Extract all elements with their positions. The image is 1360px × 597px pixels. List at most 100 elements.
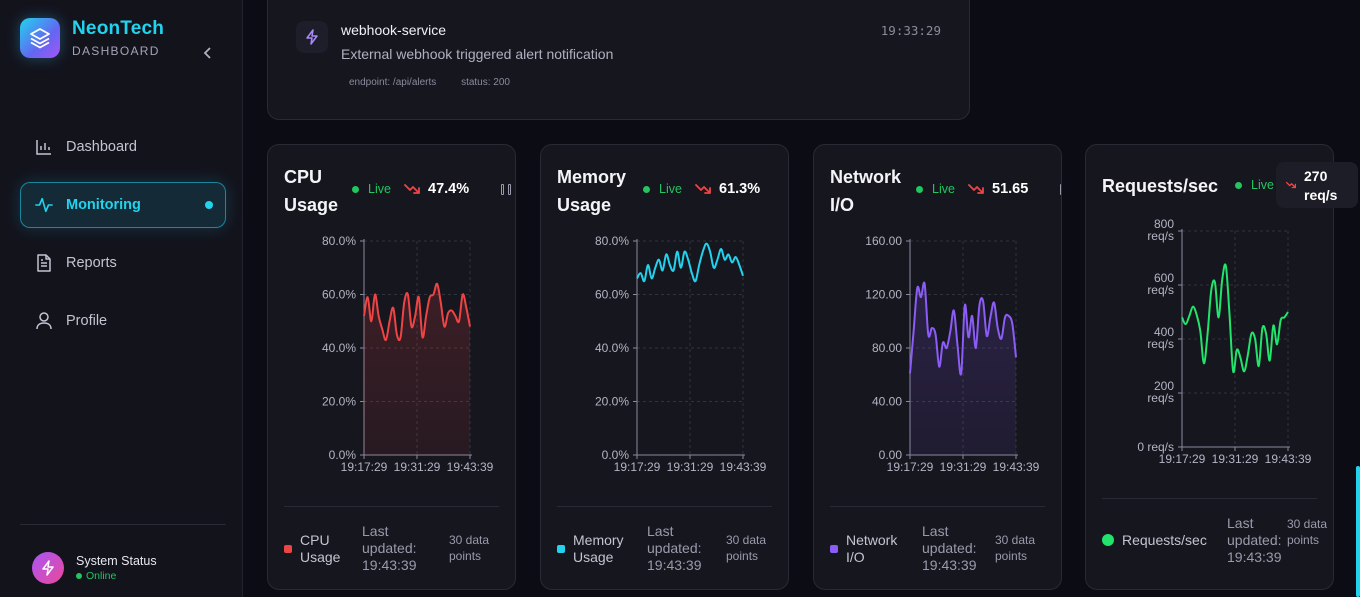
y-tick-label: 80.00 bbox=[872, 341, 902, 355]
alert-meta: endpoint: /api/alerts status: 200 bbox=[349, 77, 532, 88]
x-tick-label: 19:17:29 bbox=[1159, 452, 1206, 466]
alert-card[interactable]: webhook-service External webhook trigger… bbox=[267, 0, 970, 120]
y-tick-label: 120.00 bbox=[865, 288, 902, 302]
card-title: Requests/sec bbox=[1102, 176, 1219, 196]
live-label: Live bbox=[368, 182, 391, 196]
status-title: System Status bbox=[76, 554, 157, 568]
last-updated: Last updated: 19:43:39 bbox=[1227, 515, 1282, 565]
metric-value: 270 req/s bbox=[1304, 168, 1338, 203]
sidebar-divider bbox=[20, 524, 226, 525]
trend-badge: 270 req/s bbox=[1276, 162, 1358, 208]
card-divider bbox=[284, 506, 499, 507]
live-label: Live bbox=[1251, 178, 1274, 192]
status-state: Online bbox=[86, 570, 117, 582]
y-tick-label: req/s bbox=[1147, 229, 1174, 243]
scrollbar[interactable] bbox=[1356, 466, 1360, 597]
y-tick-label: 0.0% bbox=[329, 448, 357, 462]
y-tick-label: 40.00 bbox=[872, 395, 902, 409]
bar-chart-icon bbox=[35, 138, 53, 156]
data-points-count: 30 data points bbox=[726, 533, 767, 563]
metric-card-network: Network I/O Live 51.65 0.00 40.00 80.00 120… bbox=[813, 144, 1062, 590]
trend-down-icon bbox=[695, 184, 711, 194]
cpu-chart: 0.0% 20.0% 40.0% 60.0% 80.0% 19:17:29 19:31:29… bbox=[322, 234, 494, 474]
sidebar: NeonTech DASHBOARD Dashboard Monitoring bbox=[0, 0, 243, 597]
x-tick-label: 19:31:29 bbox=[667, 460, 714, 474]
sidebar-item-label: Dashboard bbox=[66, 139, 137, 155]
chart-legend: Memory Usage bbox=[557, 532, 633, 566]
y-tick-label: 600 bbox=[1154, 271, 1174, 285]
pause-icon[interactable] bbox=[1060, 184, 1061, 196]
sidebar-item-monitoring[interactable]: Monitoring bbox=[20, 182, 226, 228]
y-tick-label: 60.0% bbox=[322, 288, 356, 302]
card-divider bbox=[557, 506, 772, 507]
x-tick-label: 19:43:39 bbox=[447, 460, 494, 474]
sidebar-item-label: Profile bbox=[66, 313, 108, 329]
legend-label: Network I/O bbox=[846, 532, 898, 565]
trend-value: 51.65 bbox=[968, 181, 1028, 197]
x-tick-label: 19:31:29 bbox=[940, 460, 987, 474]
live-label: Live bbox=[932, 182, 955, 196]
brand-subtitle: DASHBOARD bbox=[72, 44, 160, 58]
alert-status: status: 200 bbox=[461, 77, 510, 88]
y-tick-label: 80.0% bbox=[322, 234, 356, 248]
y-tick-label: 20.0% bbox=[595, 395, 629, 409]
sidebar-item-reports[interactable]: Reports bbox=[20, 240, 226, 286]
x-tick-label: 19:43:39 bbox=[993, 460, 1040, 474]
lightning-icon bbox=[32, 552, 64, 584]
chart-legend: Requests/sec bbox=[1102, 532, 1207, 548]
y-tick-label: 200 bbox=[1154, 379, 1174, 393]
pause-icon[interactable] bbox=[501, 184, 511, 196]
system-status[interactable]: System Status Online bbox=[32, 552, 157, 584]
sidebar-item-label: Monitoring bbox=[66, 197, 141, 213]
y-tick-label: 0 req/s bbox=[1137, 440, 1174, 454]
card-title: Network I/O bbox=[830, 167, 902, 215]
active-indicator bbox=[205, 201, 213, 209]
series-line bbox=[636, 242, 744, 283]
layers-icon bbox=[20, 18, 60, 58]
live-indicator: Live bbox=[1235, 178, 1274, 192]
x-tick-label: 19:31:29 bbox=[1212, 452, 1259, 466]
y-tick-label: 0.0% bbox=[602, 448, 630, 462]
legend-label: Memory Usage bbox=[573, 532, 624, 565]
user-icon bbox=[35, 312, 53, 330]
y-tick-label: 400 bbox=[1154, 325, 1174, 339]
activity-icon bbox=[35, 196, 53, 214]
legend-label: Requests/sec bbox=[1122, 532, 1207, 548]
x-tick-label: 19:17:29 bbox=[341, 460, 388, 474]
trend-down-icon bbox=[968, 184, 984, 194]
chevron-left-icon[interactable] bbox=[200, 44, 216, 62]
y-tick-label: 40.0% bbox=[322, 341, 356, 355]
brand-name: NeonTech bbox=[72, 18, 165, 39]
x-tick-label: 19:43:39 bbox=[720, 460, 767, 474]
sidebar-item-profile[interactable]: Profile bbox=[20, 298, 226, 344]
alert-endpoint: endpoint: /api/alerts bbox=[349, 77, 437, 88]
metric-card-memory: Memory Usage Live 61.3% 0.0% 20.0% 40.0% 60… bbox=[540, 144, 789, 590]
trend-value: 47.4% bbox=[404, 181, 469, 197]
y-tick-label: 60.0% bbox=[595, 288, 629, 302]
memory-chart: 0.0% 20.0% 40.0% 60.0% 80.0% 19:17:29 19:31:29… bbox=[595, 234, 767, 474]
series-line bbox=[363, 282, 471, 342]
y-tick-label: req/s bbox=[1147, 283, 1174, 297]
document-icon bbox=[35, 254, 53, 272]
sidebar-item-dashboard[interactable]: Dashboard bbox=[20, 124, 226, 170]
alert-source: webhook-service bbox=[341, 22, 447, 38]
alert-message: External webhook triggered alert notific… bbox=[341, 46, 614, 62]
metric-card-requests: Requests/sec Live 0 req/s 200 req/s 400 req/… bbox=[1085, 144, 1334, 590]
series-line bbox=[909, 281, 1017, 376]
card-title: Memory Usage bbox=[557, 167, 627, 215]
x-tick-label: 19:43:39 bbox=[1265, 452, 1312, 466]
alert-timestamp: 19:33:29 bbox=[880, 23, 941, 38]
chart-legend: Network I/O bbox=[830, 532, 906, 566]
brand[interactable]: NeonTech DASHBOARD bbox=[20, 18, 164, 58]
sidebar-item-label: Reports bbox=[66, 255, 117, 271]
card-title: CPU Usage bbox=[284, 167, 339, 215]
chart-legend: CPU Usage bbox=[284, 532, 350, 566]
trend-down-icon bbox=[404, 184, 420, 194]
metric-value: 61.3% bbox=[719, 181, 761, 197]
data-points-count: 30 data points bbox=[449, 533, 490, 563]
y-tick-label: req/s bbox=[1147, 391, 1174, 405]
last-updated: Last updated: 19:43:39 bbox=[362, 523, 417, 573]
legend-label: CPU Usage bbox=[300, 532, 341, 565]
last-updated: Last updated: 19:43:39 bbox=[647, 523, 702, 573]
